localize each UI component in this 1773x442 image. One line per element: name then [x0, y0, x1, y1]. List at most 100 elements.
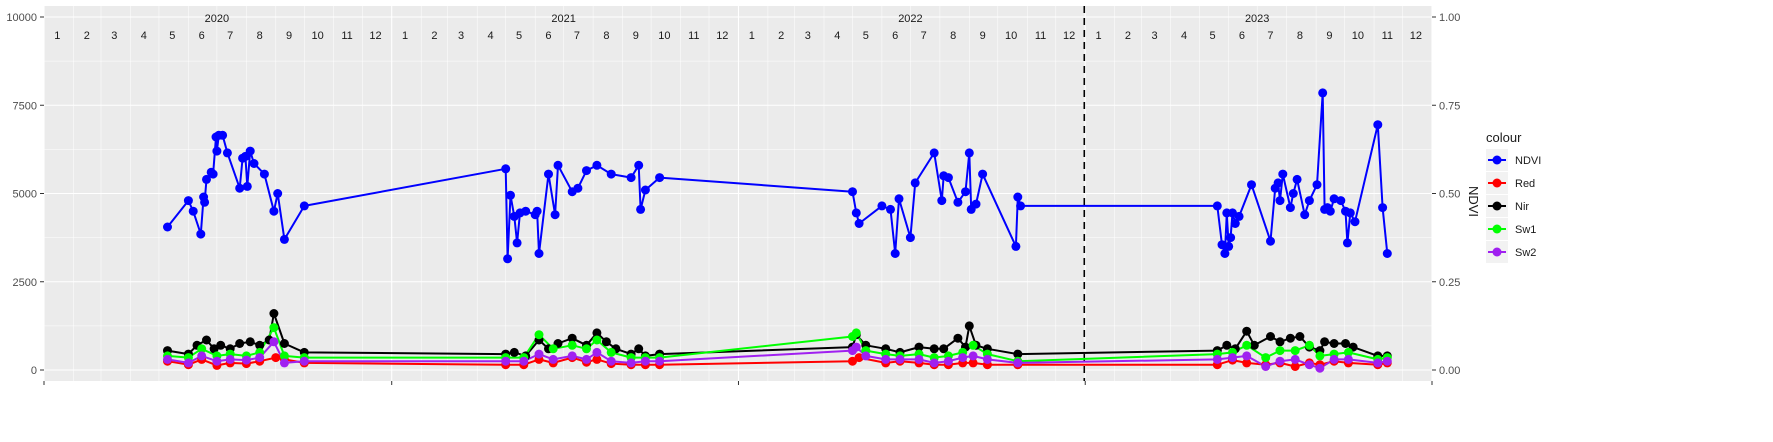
- year-labels: 2020 2021 2022 2023: [205, 13, 1270, 25]
- data-point-ndvi: [606, 169, 616, 179]
- data-point-sw2: [626, 358, 636, 368]
- data-point-sw1: [582, 344, 591, 354]
- legend-key-point: [1492, 201, 1502, 211]
- legend-key-point: [1492, 224, 1502, 234]
- data-point-sw2: [567, 351, 577, 361]
- data-point-nir: [567, 333, 577, 343]
- data-point-sw2: [279, 358, 289, 368]
- data-point-ndvi: [929, 148, 939, 158]
- month-label: 2: [431, 30, 437, 42]
- legend-title: colour: [1486, 130, 1522, 145]
- data-point-ndvi: [1278, 169, 1288, 179]
- data-point-sw1: [197, 344, 207, 354]
- data-point-red: [1290, 362, 1300, 371]
- data-point-ndvi: [1224, 241, 1234, 251]
- month-label: 9: [980, 30, 986, 42]
- data-point-ndvi: [503, 254, 513, 264]
- right-y-axis: 0.00 0.25 0.50 0.75 1.00: [1432, 12, 1460, 377]
- data-point-ndvi: [848, 187, 857, 197]
- data-point-ndvi: [877, 201, 887, 211]
- data-point-ndvi: [886, 204, 895, 214]
- data-point-ndvi: [655, 173, 665, 183]
- data-point-ndvi: [202, 174, 211, 184]
- data-point-sw2: [183, 358, 193, 368]
- data-point-sw2: [1212, 354, 1222, 364]
- data-point-ndvi: [910, 178, 920, 188]
- data-point-ndvi: [626, 173, 636, 183]
- data-point-sw2: [982, 354, 992, 364]
- data-point-sw1: [592, 335, 602, 345]
- data-point-sw1: [1304, 340, 1314, 350]
- month-label: 3: [458, 30, 464, 42]
- data-point-sw2: [163, 354, 172, 364]
- data-point-sw2: [592, 347, 602, 357]
- data-point-sw2: [881, 354, 891, 364]
- data-point-sw1: [269, 323, 279, 333]
- data-point-ndvi: [894, 194, 904, 204]
- data-point-ndvi: [512, 238, 522, 248]
- data-point-sw2: [225, 354, 235, 364]
- data-point-ndvi: [188, 206, 198, 216]
- data-point-ndvi: [1292, 174, 1302, 184]
- month-label: 3: [1152, 30, 1158, 42]
- month-label: 4: [141, 30, 147, 42]
- y-right-tick-label: 0.00: [1439, 365, 1460, 377]
- month-label: 7: [1267, 30, 1273, 42]
- data-point-ndvi: [1016, 201, 1026, 211]
- right-axis-title: NDVI: [1466, 186, 1481, 217]
- data-point-ndvi: [534, 249, 544, 258]
- data-point-nir: [1320, 337, 1330, 347]
- data-point-ndvi: [851, 208, 861, 218]
- month-label: 1: [402, 30, 408, 42]
- data-point-nir: [914, 342, 924, 352]
- data-point-ndvi: [501, 164, 511, 174]
- month-label: 6: [892, 30, 898, 42]
- data-point-ndvi: [183, 196, 193, 206]
- data-point-sw2: [241, 355, 251, 365]
- data-point-red: [592, 354, 602, 364]
- year-label: 2020: [205, 13, 229, 25]
- legend-key-point: [1492, 247, 1502, 257]
- data-point-ndvi: [242, 181, 252, 191]
- month-label: 2: [778, 30, 784, 42]
- data-point-nir: [939, 344, 949, 354]
- data-point-sw2: [1343, 354, 1353, 364]
- data-point-ndvi: [245, 146, 255, 156]
- month-label: 8: [257, 30, 263, 42]
- data-point-nir: [592, 328, 602, 338]
- data-point-sw2: [1228, 353, 1237, 363]
- year-label: 2021: [551, 13, 575, 25]
- data-point-ndvi: [249, 159, 259, 168]
- data-point-sw2: [269, 337, 279, 347]
- legend-label: Sw1: [1515, 224, 1536, 236]
- month-label: 12: [1410, 30, 1422, 42]
- month-label: 10: [311, 30, 323, 42]
- data-point-nir: [279, 339, 289, 348]
- data-point-nir: [1341, 339, 1350, 348]
- data-point-ndvi: [1342, 238, 1352, 248]
- data-point-ndvi: [1212, 201, 1222, 211]
- month-label: 7: [227, 30, 233, 42]
- y-right-tick-label: 0.50: [1439, 189, 1460, 201]
- data-point-ndvi: [1325, 206, 1335, 216]
- legend-label: Nir: [1515, 201, 1529, 213]
- month-label: 8: [1297, 30, 1303, 42]
- data-point-sw2: [655, 356, 665, 366]
- data-point-sw1: [279, 351, 289, 361]
- data-point-ndvi: [971, 199, 981, 209]
- data-point-nir: [235, 339, 245, 348]
- data-point-nir: [1295, 332, 1305, 341]
- data-point-ndvi: [222, 148, 232, 158]
- data-point-ndvi: [163, 222, 172, 232]
- data-point-sw1: [1261, 353, 1271, 363]
- data-point-nir: [929, 344, 939, 354]
- month-label: 8: [603, 30, 609, 42]
- data-point-ndvi: [1336, 196, 1346, 206]
- data-point-ndvi: [208, 169, 218, 179]
- data-point-sw2: [958, 353, 968, 363]
- data-point-ndvi: [1373, 120, 1383, 130]
- month-label: 8: [950, 30, 956, 42]
- y-tick-label: 0: [31, 365, 37, 377]
- data-point-sw2: [851, 342, 861, 352]
- data-point-nir: [601, 337, 611, 347]
